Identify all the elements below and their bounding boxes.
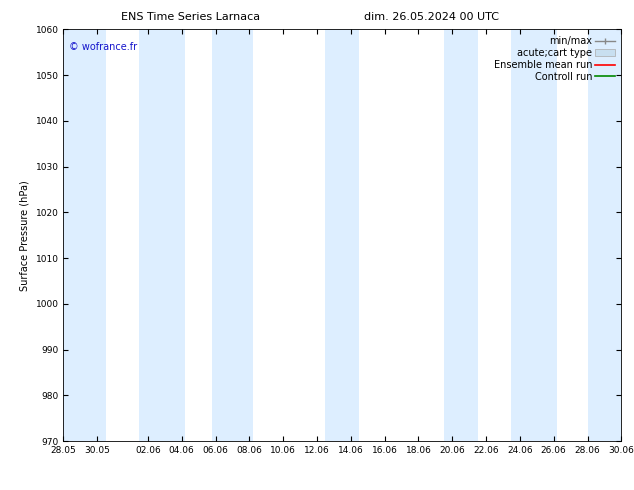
Bar	[512, 29, 557, 441]
Bar	[588, 29, 630, 441]
Bar	[139, 29, 185, 441]
Y-axis label: Surface Pressure (hPa): Surface Pressure (hPa)	[20, 180, 30, 291]
Text: © wofrance.fr: © wofrance.fr	[69, 42, 137, 52]
Bar	[444, 29, 477, 441]
Bar	[325, 29, 359, 441]
Legend: min/max, acute;cart type, Ensemble mean run, Controll run: min/max, acute;cart type, Ensemble mean …	[492, 34, 616, 84]
Text: dim. 26.05.2024 00 UTC: dim. 26.05.2024 00 UTC	[364, 12, 498, 22]
Bar	[212, 29, 253, 441]
Bar	[63, 29, 106, 441]
Text: ENS Time Series Larnaca: ENS Time Series Larnaca	[120, 12, 260, 22]
